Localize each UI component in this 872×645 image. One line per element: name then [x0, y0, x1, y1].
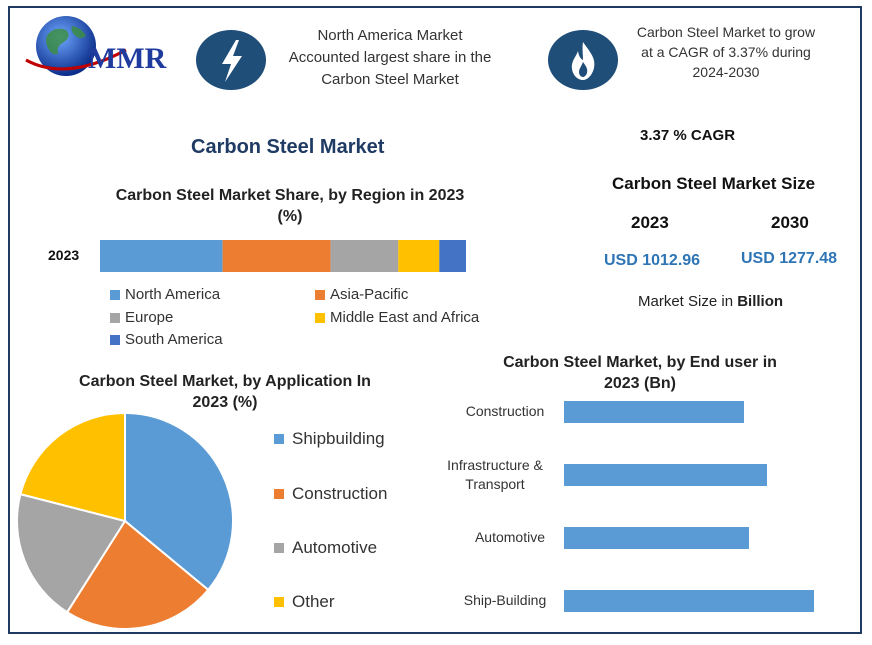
region-legend-middle-east-africa: Middle East and Africa [315, 309, 479, 326]
end-user-bar [564, 464, 767, 486]
legend-label: Middle East and Africa [330, 309, 480, 326]
region-chart-title: Carbon Steel Market Share, by Region in … [90, 185, 490, 227]
header-2-line-2: at a CAGR of 3.37% during [641, 44, 811, 60]
region-legend-south-america: South America [110, 331, 223, 348]
legend-swatch [110, 289, 120, 300]
market-size-note: Market Size in Billion [638, 293, 783, 310]
region-legend-north-america: North America [110, 286, 220, 303]
market-size-value-2030: USD 1277.48 [741, 250, 838, 267]
region-bar-segment-europe [330, 240, 399, 272]
end-user-label-line: Ship-Building [463, 592, 547, 608]
pie-legend-automotive: Automotive [274, 538, 377, 558]
end-user-label-line: Automotive [474, 529, 546, 545]
legend-swatch [274, 434, 284, 444]
end-user-chart-title: Carbon Steel Market, by End user in 2023… [470, 352, 810, 394]
end-user-label-line: Infrastructure & [447, 457, 543, 473]
legend-label: Shipbuilding [292, 429, 385, 448]
pie-legend-construction: Construction [274, 484, 387, 504]
header-2-line-3: 2024-2030 [692, 64, 760, 80]
application-chart-title: Carbon Steel Market, by Application In 2… [50, 371, 400, 413]
legend-label: Construction [292, 484, 388, 503]
pie-slice-shipbuilding [124, 411, 234, 592]
pie-legend-shipbuilding: Shipbuilding [274, 429, 385, 449]
globe-icon [25, 16, 127, 76]
application-chart-title-line-2: 2023 (%) [192, 394, 258, 411]
region-bar-segment-north-america [100, 240, 223, 272]
legend-label: Asia-Pacific [330, 286, 409, 303]
header-highlight-2: Carbon Steel Market to grow at a CAGR of… [616, 22, 836, 82]
legend-swatch [274, 543, 284, 553]
legend-swatch [274, 489, 284, 499]
infographic-frame [8, 6, 862, 634]
legend-label: South America [125, 331, 223, 348]
end-user-bar [564, 401, 744, 423]
market-size-value-2023: USD 1012.96 [604, 252, 701, 269]
region-legend-europe: Europe [110, 309, 173, 326]
legend-label: Automotive [292, 538, 378, 557]
end-user-chart-title-line-2: 2023 (Bn) [603, 375, 677, 392]
market-size-title: Carbon Steel Market Size [612, 174, 816, 193]
application-pie-chart [16, 411, 234, 630]
region-bar-segment-middle-east-and-africa [398, 240, 440, 272]
legend-label: Europe [125, 309, 174, 326]
region-stacked-bar-chart [100, 240, 466, 272]
market-size-year-2030: 2030 [771, 213, 809, 232]
logo-text: MMR [88, 42, 167, 75]
legend-swatch [110, 334, 120, 345]
header-1-line-3: Carbon Steel Market [321, 71, 459, 88]
pie-slice-automotive [16, 492, 127, 614]
legend-swatch [315, 289, 325, 300]
region-chart-title-line-1: Carbon Steel Market Share, by Region in … [115, 187, 465, 204]
legend-label: North America [125, 286, 221, 303]
lightning-icon [196, 30, 266, 90]
end-user-label-line: Transport [465, 476, 525, 492]
legend-swatch [274, 597, 284, 607]
region-chart-title-line-2: (%) [277, 208, 303, 225]
end-user-label-automotive: Automotive [445, 528, 575, 547]
page-title: Carbon Steel Market [191, 136, 385, 158]
region-legend-asia-pacific: Asia-Pacific [315, 286, 408, 303]
market-size-year-2023: 2023 [631, 213, 669, 232]
end-user-label-construction: Construction [440, 402, 570, 421]
pie-slice-other [19, 411, 126, 523]
market-size-note-unit: Billion [737, 293, 784, 310]
cagr-label: 3.37 % CAGR [640, 127, 736, 144]
region-bar-category-label: 2023 [48, 247, 80, 263]
end-user-label-infrastructure: Infrastructure & Transport [430, 456, 560, 494]
legend-label: Other [292, 592, 335, 611]
legend-swatch [315, 312, 325, 323]
end-user-bar [564, 527, 749, 549]
end-user-label-ship-building: Ship-Building [440, 591, 570, 610]
header-highlight-1: North America Market Accounted largest s… [270, 25, 510, 91]
flame-icon [548, 30, 618, 90]
header-2-line-1: Carbon Steel Market to grow [636, 24, 816, 40]
end-user-bar [564, 590, 814, 612]
pie-legend-other: Other [274, 592, 335, 612]
end-user-label-line: Construction [465, 403, 545, 419]
header-1-line-2: Accounted largest share in the [288, 49, 492, 66]
header-1-line-1: North America Market [317, 27, 463, 44]
end-user-bar-chart [564, 401, 814, 612]
application-chart-title-line-1: Carbon Steel Market, by Application In [79, 373, 371, 390]
region-bar-segment-asia-pacific [222, 240, 331, 272]
legend-swatch [110, 312, 120, 323]
end-user-chart-title-line-1: Carbon Steel Market, by End user in [503, 354, 777, 371]
market-size-note-prefix: Market Size in [638, 293, 738, 310]
region-bar-segment-south-america [439, 240, 466, 272]
pie-slice-construction [65, 519, 210, 630]
mmr-logo: MMR [16, 12, 176, 82]
